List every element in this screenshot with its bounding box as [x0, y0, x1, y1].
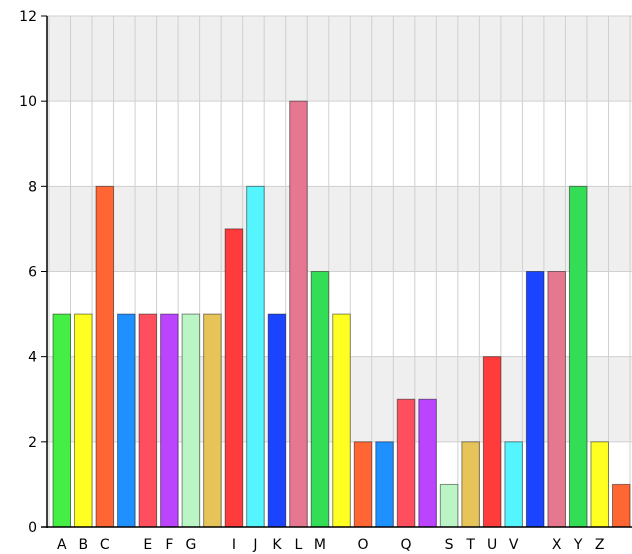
bar-c [95, 185, 115, 528]
bar-x [547, 271, 566, 528]
x-tick-label: K [272, 537, 282, 553]
bar-s [439, 483, 459, 528]
bar-j [246, 185, 265, 528]
bar-t [461, 441, 480, 528]
bar-y [568, 185, 588, 528]
x-tick-label: S [445, 537, 454, 553]
bar-b [74, 313, 93, 528]
x-tick-label: O [358, 537, 369, 553]
bar-unlabeled-13 [332, 313, 351, 528]
bar-unlabeled-15 [375, 441, 394, 528]
x-tick-label: M [314, 537, 326, 553]
x-tick-label: V [509, 537, 519, 553]
bar-v [504, 441, 523, 528]
bar-q [396, 398, 416, 528]
bar-g [181, 313, 201, 528]
x-tick-label: C [100, 537, 110, 553]
y-tick-label: 0 [28, 520, 37, 536]
y-tick-label: 2 [28, 435, 37, 451]
bar-m [310, 271, 330, 528]
x-tick-label: U [487, 537, 497, 553]
bar-a [52, 313, 72, 528]
bar-k [267, 313, 287, 528]
bar-e [138, 313, 158, 528]
bar-unlabeled-26 [611, 483, 631, 528]
y-tick-label: 8 [28, 179, 37, 195]
x-tick-label: L [295, 537, 303, 553]
x-tick-label: I [232, 537, 236, 553]
bars [52, 100, 631, 528]
bar-unlabeled-3 [117, 313, 136, 528]
bar-unlabeled-17 [418, 398, 437, 528]
bar-unlabeled-22 [525, 271, 545, 528]
bar-unlabeled-7 [203, 313, 222, 528]
bar-l [289, 100, 308, 528]
x-tick-label: B [78, 537, 88, 553]
x-tick-label: E [143, 537, 152, 553]
bar-i [224, 228, 244, 528]
grid-band [47, 16, 632, 102]
y-tick-label: 12 [19, 9, 37, 25]
x-tick-label: Q [401, 537, 412, 553]
x-tick-label: T [465, 537, 475, 553]
y-tick-label: 6 [28, 265, 37, 281]
x-tick-label: A [57, 537, 67, 553]
x-tick-label: Z [595, 537, 605, 553]
x-tick-label: Y [573, 537, 583, 553]
x-tick-label: G [185, 537, 196, 553]
x-tick-label: X [552, 537, 562, 553]
bar-z [590, 441, 609, 528]
bar-f [160, 313, 179, 528]
bar-o [353, 441, 373, 528]
x-tick-label: J [252, 537, 257, 553]
bar-u [482, 356, 502, 528]
x-tick-label: F [165, 537, 173, 553]
y-axis-ticks: 0 2 4 6 8 10 12 [19, 9, 47, 536]
y-tick-label: 4 [28, 350, 37, 366]
grid-band [47, 186, 632, 272]
y-tick-label: 10 [19, 94, 37, 110]
